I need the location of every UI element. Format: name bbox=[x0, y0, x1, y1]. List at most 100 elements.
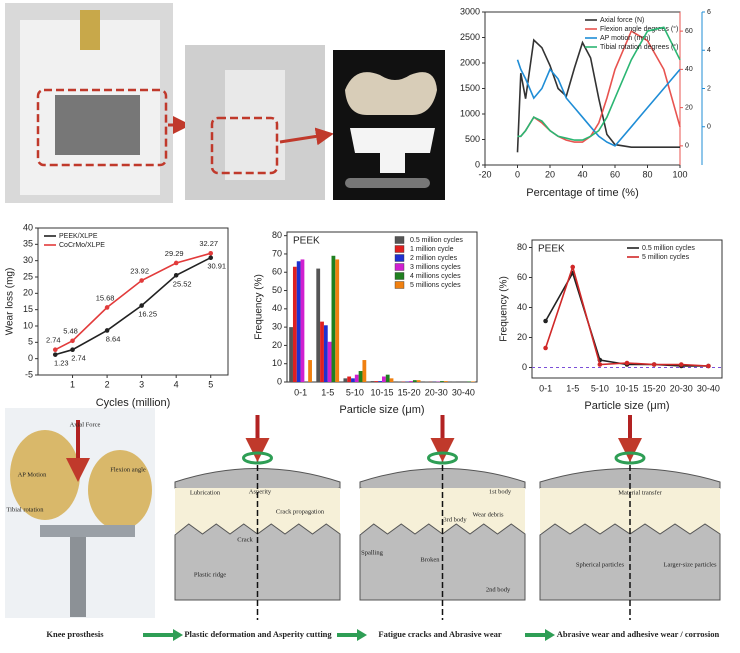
marker bbox=[139, 278, 144, 283]
panel-caption: Knee prosthesis bbox=[46, 629, 104, 639]
marker bbox=[706, 364, 711, 369]
marker bbox=[105, 305, 110, 310]
y2-tick-label: 60 bbox=[685, 28, 693, 35]
panel-label: Spalling bbox=[361, 549, 383, 556]
x-tick-label: 40 bbox=[577, 169, 587, 179]
panel-label: Wear debris bbox=[472, 511, 504, 518]
legend-label: 0.5 million cycles bbox=[642, 245, 695, 252]
bar bbox=[409, 381, 413, 382]
panel-caption: Fatigue cracks and Abrasive wear bbox=[378, 629, 501, 639]
marker bbox=[543, 319, 548, 324]
y3-tick-label: 0 bbox=[707, 124, 711, 131]
panel-label: Crack bbox=[237, 536, 253, 543]
x-tick-label: 30-40 bbox=[452, 387, 475, 397]
legend-label: 5 millions cycles bbox=[410, 282, 461, 289]
legend-label: PEEK/XLPE bbox=[59, 233, 98, 240]
y-tick-label: 35 bbox=[23, 239, 33, 249]
y-tick-label: 40 bbox=[517, 302, 527, 312]
bar bbox=[332, 256, 336, 382]
panel-label: Axial Force bbox=[70, 421, 101, 428]
value-label: 15.68 bbox=[96, 293, 115, 302]
series-line bbox=[546, 273, 709, 366]
marker bbox=[139, 303, 144, 308]
y-tick-label: 70 bbox=[272, 248, 282, 258]
y-tick-label: 500 bbox=[465, 134, 480, 144]
x-tick-label: 0-1 bbox=[294, 387, 307, 397]
x-tick-label: 4 bbox=[174, 379, 179, 389]
x-tick-label: 20 bbox=[545, 169, 555, 179]
bar bbox=[324, 325, 328, 382]
legend-label: 1 million cycle bbox=[410, 246, 454, 253]
panel-label: Lubrication bbox=[190, 489, 221, 496]
y-tick-label: 1000 bbox=[460, 108, 480, 118]
legend-label: Axial force (N) bbox=[600, 17, 644, 24]
x-tick-label: 10-15 bbox=[615, 383, 638, 393]
y-axis-label: Frequency (%) bbox=[254, 274, 265, 340]
y-axis-label: Frequency (%) bbox=[499, 276, 510, 342]
value-label: 23.92 bbox=[130, 267, 149, 276]
y-tick-label: 0 bbox=[475, 159, 480, 169]
diagram bbox=[5, 408, 720, 641]
legend-swatch bbox=[395, 246, 404, 253]
condyle bbox=[88, 450, 152, 530]
y-tick-label: 80 bbox=[272, 230, 282, 240]
marker bbox=[543, 346, 548, 351]
x-tick-label: 20-30 bbox=[425, 387, 448, 397]
panel-caption: Plastic deformation and Asperity cutting bbox=[184, 629, 332, 639]
x-tick-label: 60 bbox=[610, 169, 620, 179]
x-tick-label: -20 bbox=[478, 169, 491, 179]
panel-label: Asperity bbox=[249, 488, 272, 495]
y-tick-label: 50 bbox=[272, 285, 282, 295]
y-tick-label: 30 bbox=[272, 321, 282, 331]
x-tick-label: 1-5 bbox=[321, 387, 334, 397]
tray bbox=[40, 525, 135, 537]
bar bbox=[293, 267, 297, 382]
bar bbox=[343, 378, 347, 382]
y-tick-label: 0 bbox=[28, 353, 33, 363]
y-tick-label: 80 bbox=[517, 242, 527, 252]
chart-title: PEEK bbox=[538, 244, 565, 255]
bar bbox=[328, 342, 332, 382]
bar bbox=[320, 322, 324, 382]
y-tick-label: 40 bbox=[23, 222, 33, 232]
x-tick-label: 15-20 bbox=[643, 383, 666, 393]
marker bbox=[625, 361, 630, 366]
y-tick-label: 40 bbox=[272, 303, 282, 313]
y-tick-label: 10 bbox=[272, 358, 282, 368]
panel-label: 1st body bbox=[489, 488, 512, 495]
y-tick-label: 25 bbox=[23, 271, 33, 281]
y-tick-label: 1500 bbox=[460, 83, 480, 93]
x-tick-label: 30-40 bbox=[697, 383, 720, 393]
x-tick-label: 0-1 bbox=[539, 383, 552, 393]
bar bbox=[386, 375, 390, 382]
y-tick-label: 3000 bbox=[460, 6, 480, 16]
y-tick-label: 60 bbox=[272, 267, 282, 277]
bar bbox=[374, 381, 378, 382]
y-tick-label: -5 bbox=[25, 369, 33, 379]
x-tick-label: 1-5 bbox=[566, 383, 579, 393]
panel-label: Material transfer bbox=[618, 489, 662, 496]
y-tick-label: 5 bbox=[28, 337, 33, 347]
tibial-tray bbox=[345, 178, 430, 188]
legend-label: Tibial rotation degrees (°) bbox=[600, 43, 678, 51]
y3-tick-label: 4 bbox=[707, 47, 711, 54]
y-tick-label: 20 bbox=[272, 340, 282, 350]
value-label: 29.29 bbox=[165, 249, 184, 258]
marker bbox=[208, 251, 213, 256]
marker bbox=[598, 362, 603, 367]
bar bbox=[355, 375, 359, 382]
photo-implant bbox=[333, 50, 445, 200]
value-label: 1.23 bbox=[54, 359, 69, 368]
y-tick-label: 20 bbox=[23, 288, 33, 298]
y3-tick-label: 6 bbox=[707, 9, 711, 16]
bar bbox=[471, 381, 475, 382]
value-label: 25.52 bbox=[173, 279, 192, 288]
panel-label: Flexion angle bbox=[110, 466, 146, 473]
legend-swatch bbox=[395, 264, 404, 271]
y-axis-label: Wear loss (mg) bbox=[5, 268, 16, 336]
marker bbox=[174, 273, 179, 278]
x-tick-label: 80 bbox=[642, 169, 652, 179]
bar bbox=[351, 378, 355, 382]
marker bbox=[53, 352, 58, 357]
